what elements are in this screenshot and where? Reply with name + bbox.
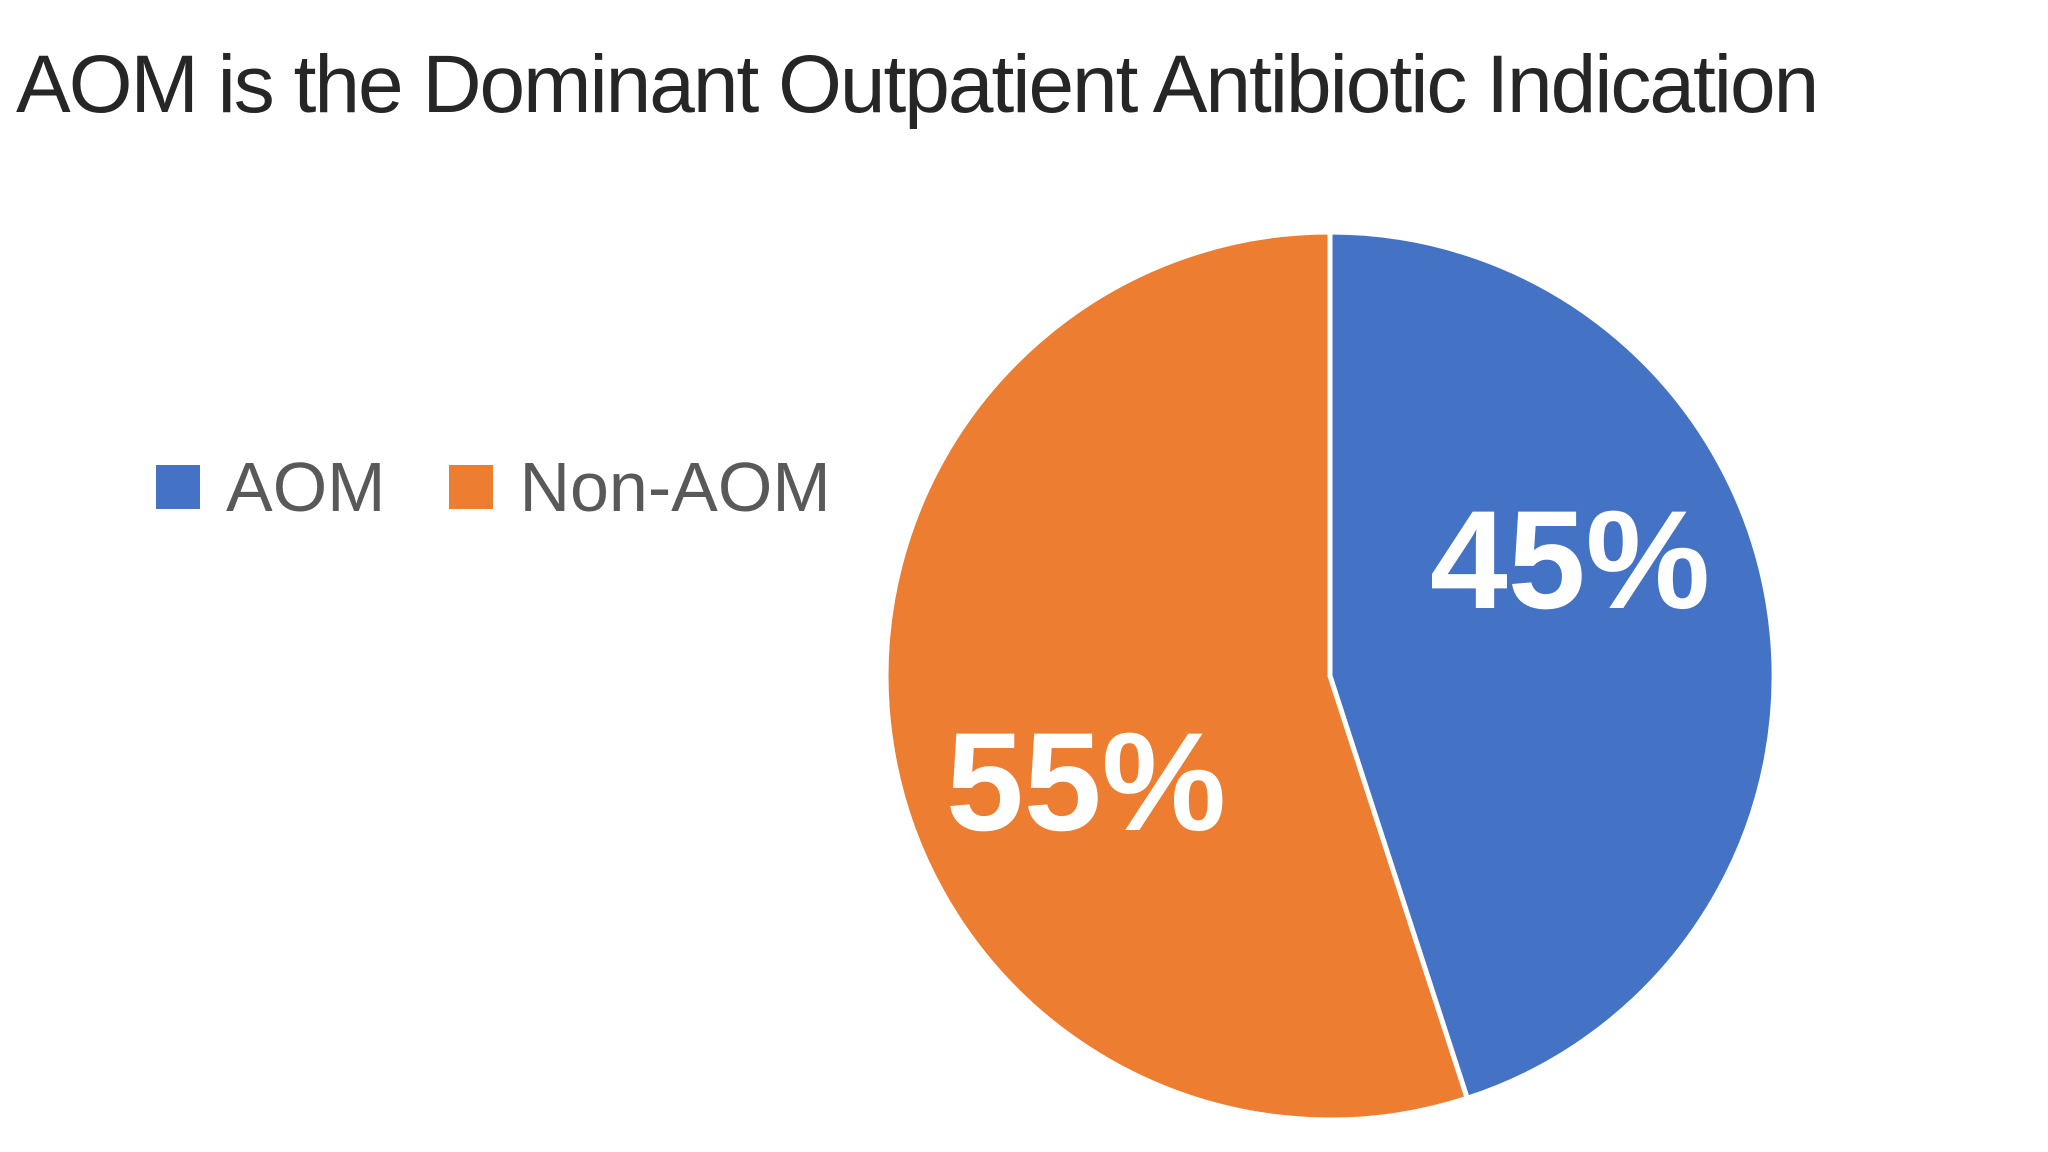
pie-slice-aom xyxy=(1327,229,1777,1101)
legend-item-non-aom: Non-AOM xyxy=(449,448,831,526)
legend-swatch-aom xyxy=(156,465,200,509)
legend: AOM Non-AOM xyxy=(156,452,831,522)
legend-label-non-aom: Non-AOM xyxy=(519,448,831,526)
data-label-aom: 45% xyxy=(1429,481,1711,638)
legend-label-aom: AOM xyxy=(226,448,386,526)
chart-title: AOM is the Dominant Outpatient Antibioti… xyxy=(16,39,1819,130)
data-label-non-aom: 55% xyxy=(945,703,1227,860)
legend-item-aom: AOM xyxy=(156,452,385,522)
legend-swatch-non-aom xyxy=(449,465,494,509)
pie-slice-non-aom xyxy=(883,229,1470,1123)
